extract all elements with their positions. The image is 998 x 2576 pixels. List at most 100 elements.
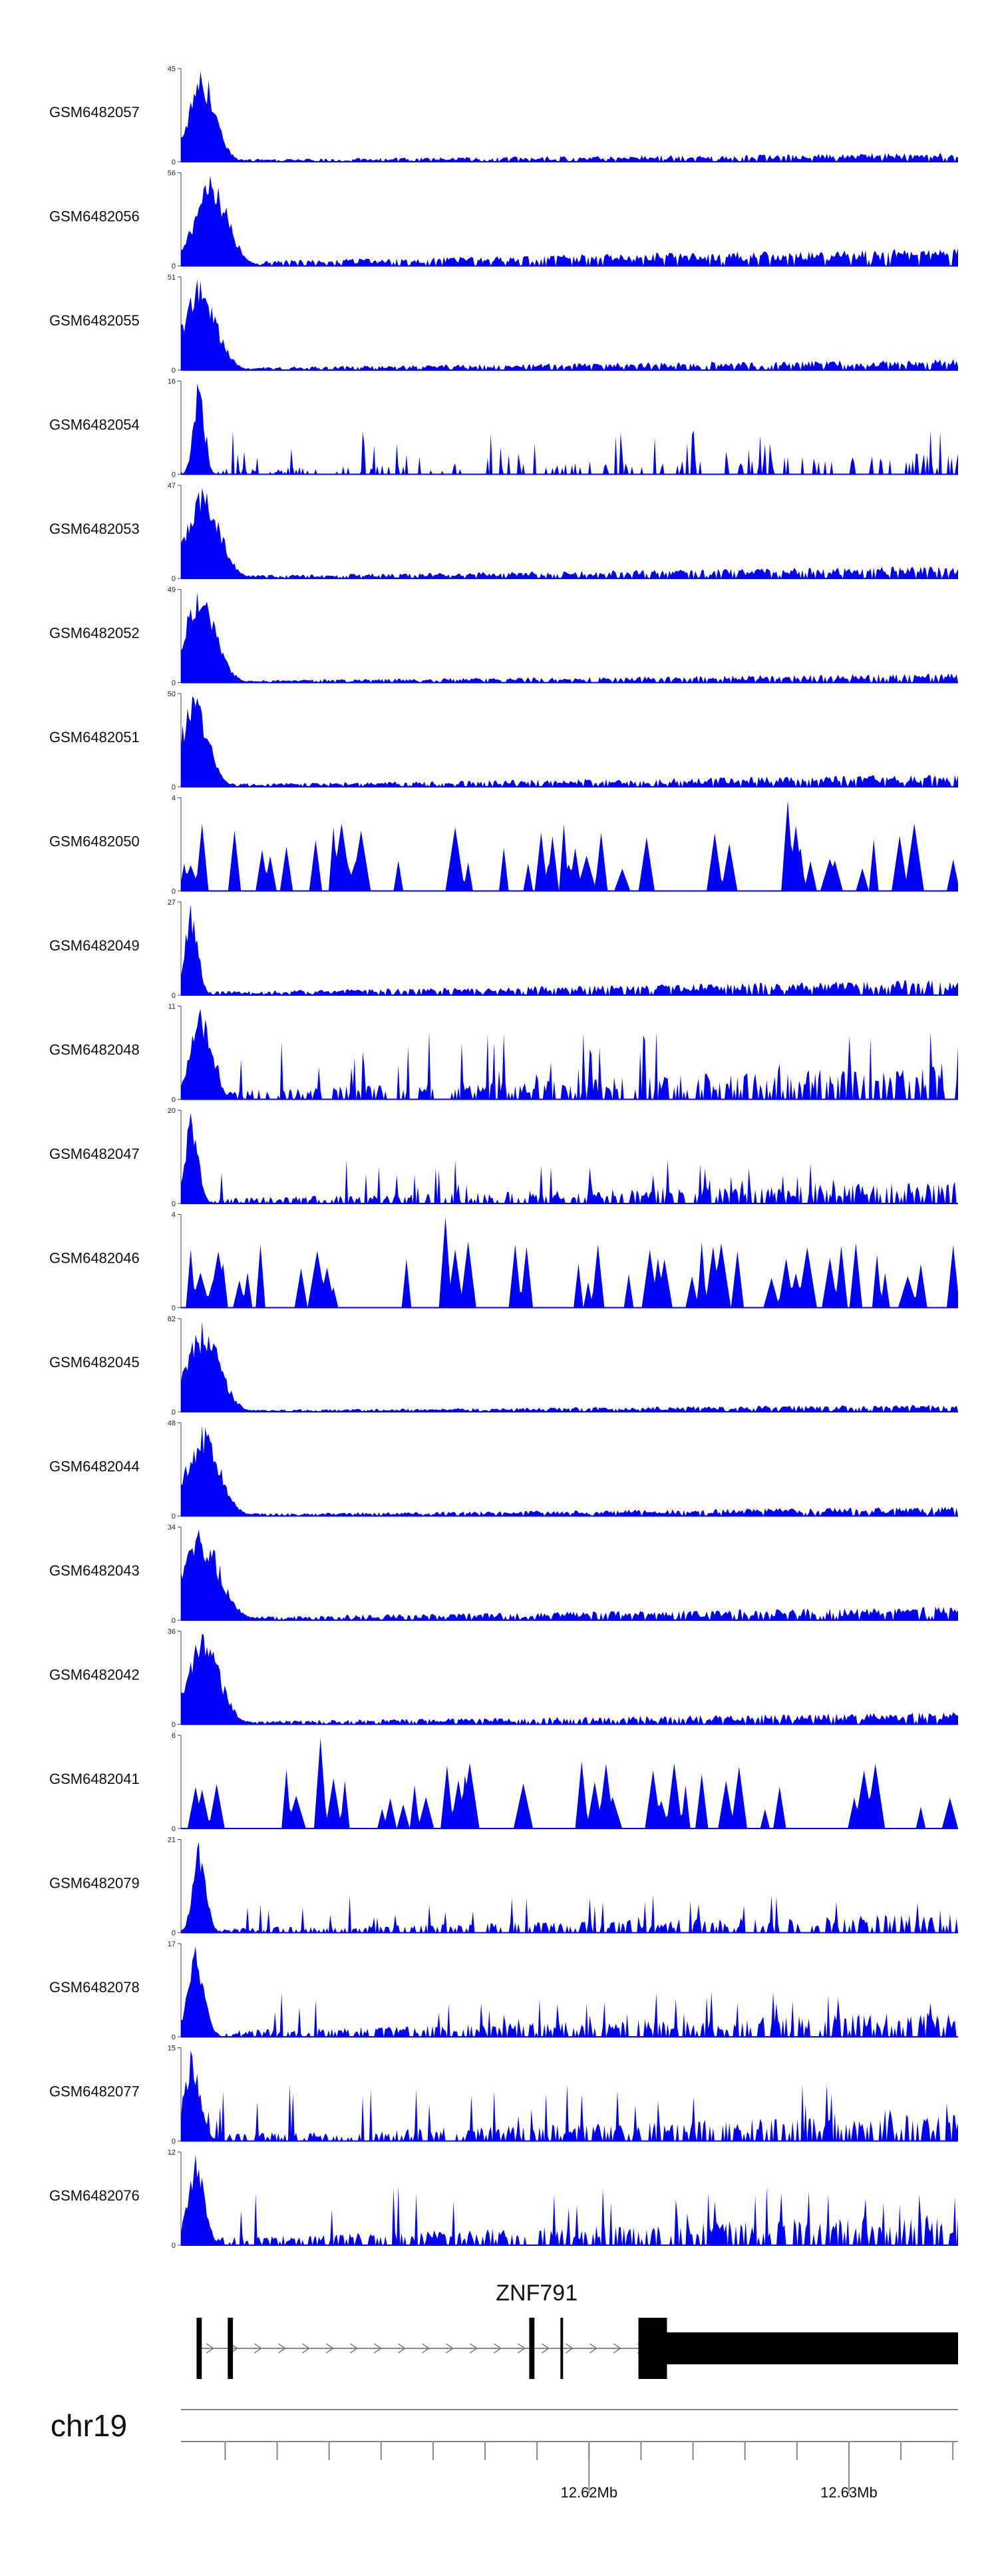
track-label: GSM6482054 — [49, 416, 140, 433]
y-min-label: 0 — [172, 1408, 176, 1416]
track-GSM6482042: GSM6482042 36 0 — [49, 1628, 958, 1729]
coverage-area — [181, 905, 958, 995]
y-min-label: 0 — [172, 158, 176, 166]
track-label: GSM6482077 — [49, 2083, 140, 2099]
track-label: GSM6482052 — [49, 624, 140, 641]
strand-chevron — [518, 2343, 526, 2354]
y-min-label: 0 — [172, 680, 176, 688]
track-GSM6482041: GSM6482041 6 0 — [49, 1732, 958, 1833]
track-label: GSM6482078 — [49, 1979, 140, 1996]
y-max-label: 4 — [172, 795, 176, 803]
y-max-label: 62 — [168, 1315, 176, 1323]
y-max-label: 20 — [168, 1107, 176, 1115]
coverage-area — [181, 175, 958, 266]
track-GSM6482049: GSM6482049 27 0 — [49, 899, 958, 1000]
strand-chevron — [326, 2343, 334, 2354]
y-max-label: 15 — [168, 2045, 176, 2053]
y-max-label: 51 — [168, 274, 176, 282]
gene-name-label: ZNF791 — [496, 2280, 578, 2306]
strand-chevron — [374, 2343, 382, 2354]
track-label: GSM6482076 — [49, 2187, 140, 2204]
track-GSM6482044: GSM6482044 48 0 — [49, 1420, 958, 1521]
track-label: GSM6482044 — [49, 1458, 140, 1474]
strand-chevron — [422, 2343, 430, 2354]
track-label: GSM6482041 — [49, 1771, 140, 1787]
genome-axis: chr19 12.62Mb 12.63Mb — [51, 2408, 958, 2501]
track-GSM6482048: GSM6482048 11 0 — [49, 1003, 958, 1104]
coverage-area — [181, 592, 958, 683]
track-GSM6482046: GSM6482046 4 0 — [49, 1211, 958, 1313]
y-max-label: 21 — [168, 1836, 176, 1844]
gene-track: ZNF791 — [196, 2280, 958, 2379]
track-GSM6482077: GSM6482077 15 0 — [49, 2045, 958, 2146]
track-label: GSM6482051 — [49, 729, 140, 746]
coverage-area — [181, 1008, 958, 1100]
y-min-label: 0 — [172, 1617, 176, 1625]
track-label: GSM6482055 — [49, 312, 140, 329]
track-GSM6482057: GSM6482057 45 0 — [49, 65, 958, 166]
track-GSM6482076: GSM6482076 12 0 — [49, 2149, 958, 2250]
y-max-label: 47 — [168, 482, 176, 490]
track-GSM6482052: GSM6482052 49 0 — [49, 586, 958, 688]
coverage-area — [181, 696, 958, 787]
y-min-label: 0 — [172, 2034, 176, 2041]
y-min-label: 0 — [172, 1513, 176, 1521]
y-max-label: 6 — [172, 1732, 176, 1740]
chromosome-label: chr19 — [51, 2408, 127, 2443]
strand-chevron — [589, 2343, 597, 2354]
coverage-area — [181, 383, 958, 475]
coverage-area — [181, 1633, 958, 1725]
y-min-label: 0 — [172, 367, 176, 375]
y-max-label: 56 — [168, 170, 176, 178]
track-label: GSM6482047 — [49, 1146, 140, 1162]
y-min-label: 0 — [172, 2138, 176, 2146]
coverage-area — [181, 1738, 958, 1828]
coverage-area — [181, 1842, 958, 1933]
track-GSM6482079: GSM6482079 21 0 — [49, 1836, 958, 1938]
track-GSM6482054: GSM6482054 16 0 — [49, 378, 958, 479]
coverage-area — [181, 488, 958, 578]
track-GSM6482047: GSM6482047 20 0 — [49, 1107, 958, 1208]
track-label: GSM6482057 — [49, 104, 140, 120]
strand-chevron — [566, 2343, 574, 2354]
y-max-label: 45 — [168, 65, 176, 73]
track-label: GSM6482048 — [49, 1041, 140, 1058]
exon — [228, 2318, 234, 2379]
y-min-label: 0 — [172, 471, 176, 479]
coverage-area — [181, 2050, 958, 2141]
coverage-area — [181, 1946, 958, 2037]
y-min-label: 0 — [172, 1721, 176, 1729]
coverage-area — [181, 800, 958, 891]
y-min-label: 0 — [172, 992, 176, 1000]
strand-chevron — [470, 2343, 478, 2354]
strand-chevron — [494, 2343, 502, 2354]
y-min-label: 0 — [172, 1200, 176, 1208]
y-min-label: 0 — [172, 575, 176, 583]
track-GSM6482045: GSM6482045 62 0 — [49, 1315, 958, 1416]
y-max-label: 17 — [168, 1940, 176, 1948]
y-max-label: 48 — [168, 1420, 176, 1428]
coverage-area — [181, 1113, 958, 1203]
exon — [560, 2318, 564, 2379]
track-label: GSM6482042 — [49, 1666, 140, 1683]
track-GSM6482051: GSM6482051 50 0 — [49, 690, 958, 791]
coverage-area — [181, 1217, 958, 1308]
track-GSM6482043: GSM6482043 34 0 — [49, 1524, 958, 1625]
y-min-label: 0 — [172, 1305, 176, 1313]
y-min-label: 0 — [172, 263, 176, 271]
strand-chevron — [350, 2343, 358, 2354]
track-label: GSM6482046 — [49, 1249, 140, 1266]
track-label: GSM6482043 — [49, 1562, 140, 1579]
y-min-label: 0 — [172, 783, 176, 791]
coverage-tracks: GSM6482057450GSM6482056560GSM6482055510G… — [49, 65, 958, 2250]
strand-chevron — [278, 2343, 286, 2354]
y-max-label: 50 — [168, 690, 176, 698]
track-GSM6482050: GSM6482050 4 0 — [49, 795, 958, 896]
strand-chevron — [446, 2343, 454, 2354]
strand-chevron — [302, 2343, 310, 2354]
y-max-label: 4 — [172, 1211, 176, 1219]
track-GSM6482078: GSM6482078 17 0 — [49, 1940, 958, 2041]
strand-chevron — [254, 2343, 262, 2354]
y-min-label: 0 — [172, 2242, 176, 2250]
